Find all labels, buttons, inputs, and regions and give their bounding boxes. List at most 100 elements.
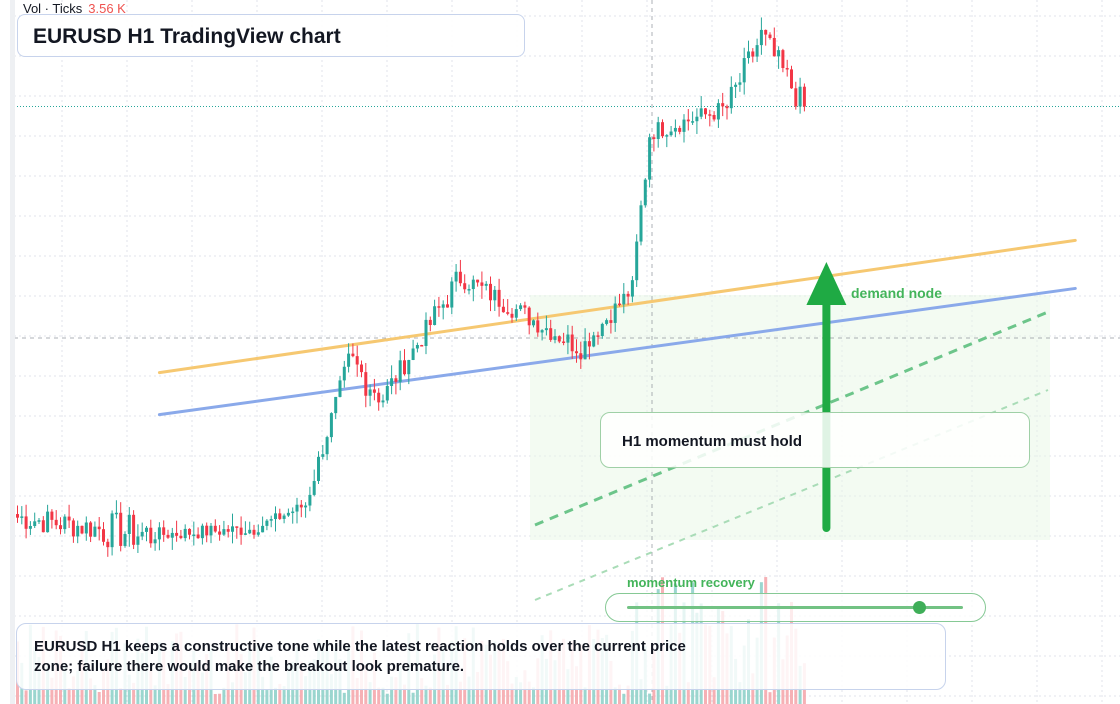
candle-body bbox=[248, 529, 252, 534]
candle-body bbox=[441, 304, 445, 308]
volume-bar bbox=[355, 677, 359, 704]
candle-body bbox=[308, 494, 312, 506]
candle bbox=[454, 264, 458, 292]
candle bbox=[235, 526, 239, 539]
candle-body bbox=[652, 137, 656, 139]
candle bbox=[226, 525, 230, 538]
volume-bar bbox=[622, 693, 626, 704]
candle-body bbox=[519, 305, 523, 310]
candle bbox=[540, 329, 544, 341]
candle-body bbox=[476, 279, 480, 283]
slider-track[interactable] bbox=[627, 606, 963, 609]
candle bbox=[704, 108, 707, 119]
candle bbox=[510, 307, 514, 323]
candle-body bbox=[175, 532, 179, 536]
candle-body bbox=[575, 351, 578, 354]
candle-body bbox=[200, 525, 204, 539]
candle bbox=[76, 520, 80, 544]
candle-body bbox=[549, 328, 553, 340]
volume-bar bbox=[428, 687, 432, 704]
candle-body bbox=[734, 84, 738, 87]
candle bbox=[446, 295, 449, 308]
candle bbox=[562, 332, 566, 346]
candle-body bbox=[334, 396, 338, 414]
candle bbox=[476, 279, 480, 287]
slider-thumb[interactable] bbox=[913, 601, 927, 614]
volume-bar bbox=[648, 693, 652, 704]
candle bbox=[493, 285, 497, 312]
candle-body bbox=[725, 106, 729, 109]
momentum-recovery-slider[interactable] bbox=[605, 593, 986, 622]
candle bbox=[179, 529, 183, 540]
volume-bar bbox=[282, 686, 286, 704]
candle bbox=[304, 502, 308, 518]
candle-body bbox=[648, 137, 652, 180]
candle bbox=[738, 73, 742, 92]
candle-body bbox=[777, 50, 781, 57]
candle-body bbox=[587, 341, 591, 347]
left-rail bbox=[10, 0, 15, 704]
candle bbox=[497, 278, 501, 317]
candle-body bbox=[407, 359, 411, 375]
candle bbox=[609, 309, 613, 334]
candle-body bbox=[299, 504, 303, 508]
candle-body bbox=[467, 289, 471, 291]
candle-body bbox=[497, 289, 501, 307]
candle bbox=[188, 528, 191, 540]
candle bbox=[415, 342, 419, 353]
candle bbox=[523, 301, 527, 315]
volume-indicator-label[interactable]: Vol · Ticks 3.56 K bbox=[23, 1, 126, 16]
candle-body bbox=[80, 525, 84, 534]
volume-bar bbox=[626, 685, 630, 704]
candle bbox=[798, 77, 802, 114]
candle bbox=[802, 83, 806, 112]
volume-bar bbox=[213, 693, 217, 704]
candle-body bbox=[536, 320, 540, 333]
candle bbox=[175, 520, 179, 542]
candle bbox=[261, 516, 265, 533]
candle bbox=[71, 518, 75, 543]
candle bbox=[192, 521, 196, 546]
volume-bar bbox=[71, 676, 75, 704]
candle bbox=[566, 325, 570, 355]
candle bbox=[33, 512, 37, 529]
candle bbox=[669, 125, 673, 137]
candle-body bbox=[278, 513, 282, 519]
candle bbox=[218, 525, 222, 541]
candle bbox=[170, 527, 174, 550]
volume-bar bbox=[93, 685, 97, 704]
volume-bar bbox=[385, 693, 389, 704]
trend-line bbox=[157, 286, 1077, 417]
candle bbox=[84, 516, 88, 541]
volume-bar bbox=[67, 688, 71, 704]
candle-body bbox=[794, 88, 798, 107]
candle bbox=[712, 111, 716, 122]
candle-body bbox=[592, 335, 596, 347]
volume-bar bbox=[24, 690, 28, 704]
candle bbox=[639, 200, 643, 246]
candle bbox=[127, 507, 131, 547]
candle-body bbox=[755, 45, 759, 57]
candle bbox=[93, 521, 97, 538]
candle bbox=[286, 508, 290, 517]
volume-bar bbox=[519, 682, 523, 704]
candle bbox=[708, 109, 712, 127]
candle-body bbox=[265, 520, 269, 526]
volume-bar bbox=[183, 676, 187, 704]
candle bbox=[196, 527, 200, 539]
candle-body bbox=[106, 541, 110, 548]
candle bbox=[725, 104, 729, 120]
candle bbox=[600, 322, 604, 339]
candle bbox=[381, 394, 385, 408]
candle bbox=[579, 341, 583, 369]
candle-body bbox=[622, 293, 626, 305]
candle-body bbox=[239, 527, 243, 535]
candle-body bbox=[226, 529, 230, 532]
candle-body bbox=[716, 103, 720, 120]
candle-body bbox=[243, 533, 247, 535]
candle bbox=[699, 96, 703, 120]
candle-body bbox=[772, 37, 776, 57]
candle-body bbox=[317, 456, 320, 482]
candle bbox=[648, 133, 652, 188]
candle-body bbox=[157, 527, 161, 540]
